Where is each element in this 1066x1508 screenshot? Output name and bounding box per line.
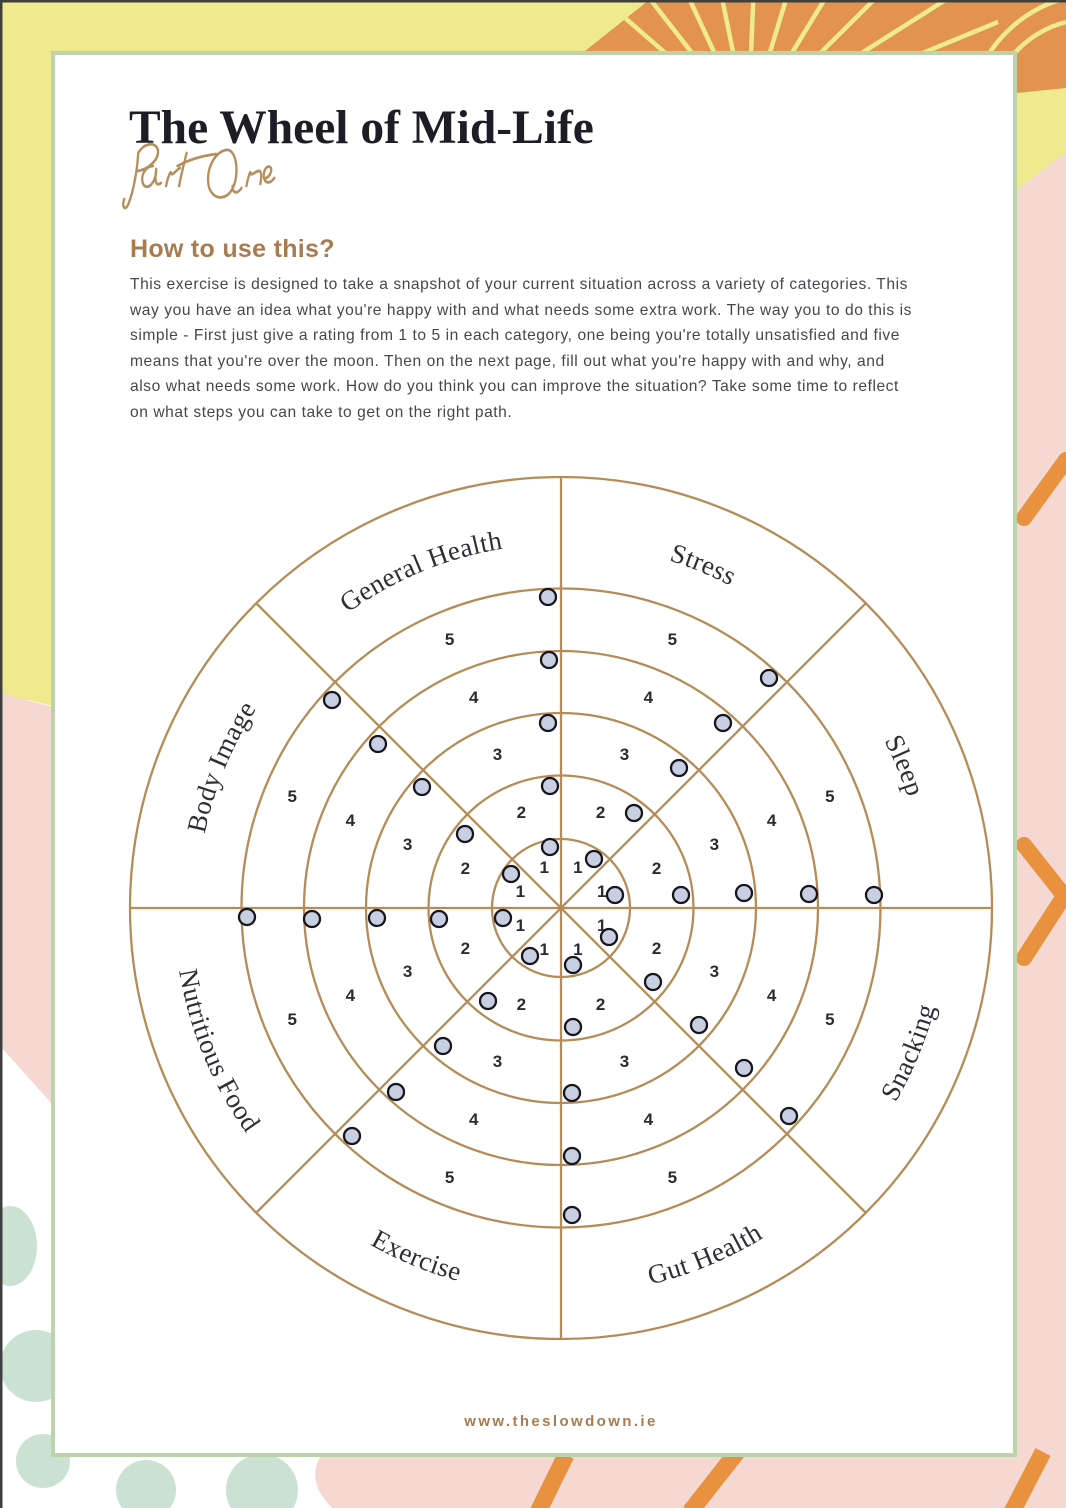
svg-text:1: 1 bbox=[573, 858, 582, 877]
svg-text:5: 5 bbox=[825, 787, 834, 806]
svg-text:1: 1 bbox=[539, 940, 548, 959]
svg-text:Gut Health: Gut Health bbox=[644, 1217, 767, 1291]
svg-text:1: 1 bbox=[539, 858, 548, 877]
svg-text:Exercise: Exercise bbox=[367, 1223, 465, 1287]
svg-text:3: 3 bbox=[403, 962, 412, 981]
svg-text:3: 3 bbox=[493, 745, 502, 764]
svg-text:5: 5 bbox=[825, 1010, 834, 1029]
svg-text:4: 4 bbox=[469, 1110, 479, 1129]
svg-text:2: 2 bbox=[517, 803, 526, 822]
svg-text:4: 4 bbox=[644, 688, 654, 707]
svg-text:5: 5 bbox=[668, 630, 677, 649]
svg-text:1: 1 bbox=[597, 916, 606, 935]
svg-text:Sleep: Sleep bbox=[879, 730, 931, 800]
svg-text:3: 3 bbox=[620, 745, 629, 764]
svg-text:2: 2 bbox=[461, 939, 470, 958]
svg-text:3: 3 bbox=[403, 835, 412, 854]
svg-text:3: 3 bbox=[620, 1052, 629, 1071]
svg-text:2: 2 bbox=[596, 803, 605, 822]
svg-text:5: 5 bbox=[445, 630, 454, 649]
svg-text:Snacking: Snacking bbox=[875, 1000, 941, 1105]
svg-text:Stress: Stress bbox=[667, 537, 742, 591]
svg-text:4: 4 bbox=[469, 688, 479, 707]
svg-text:4: 4 bbox=[346, 811, 356, 830]
svg-text:2: 2 bbox=[461, 859, 470, 878]
svg-text:General Health: General Health bbox=[334, 525, 504, 618]
svg-text:5: 5 bbox=[668, 1168, 677, 1187]
svg-text:Body Image: Body Image bbox=[181, 695, 262, 835]
svg-text:4: 4 bbox=[644, 1110, 654, 1129]
svg-text:3: 3 bbox=[493, 1052, 502, 1071]
svg-text:4: 4 bbox=[767, 811, 777, 830]
svg-text:5: 5 bbox=[445, 1168, 454, 1187]
svg-text:5: 5 bbox=[287, 1010, 296, 1029]
svg-text:2: 2 bbox=[652, 859, 661, 878]
svg-text:1: 1 bbox=[516, 882, 525, 901]
svg-text:5: 5 bbox=[287, 787, 296, 806]
svg-text:3: 3 bbox=[710, 962, 719, 981]
svg-text:1: 1 bbox=[597, 882, 606, 901]
svg-text:2: 2 bbox=[517, 995, 526, 1014]
svg-text:2: 2 bbox=[596, 995, 605, 1014]
svg-text:1: 1 bbox=[516, 916, 525, 935]
svg-text:1: 1 bbox=[573, 940, 582, 959]
svg-text:3: 3 bbox=[710, 835, 719, 854]
svg-text:4: 4 bbox=[346, 986, 356, 1005]
svg-text:2: 2 bbox=[652, 939, 661, 958]
svg-text:4: 4 bbox=[767, 986, 777, 1005]
